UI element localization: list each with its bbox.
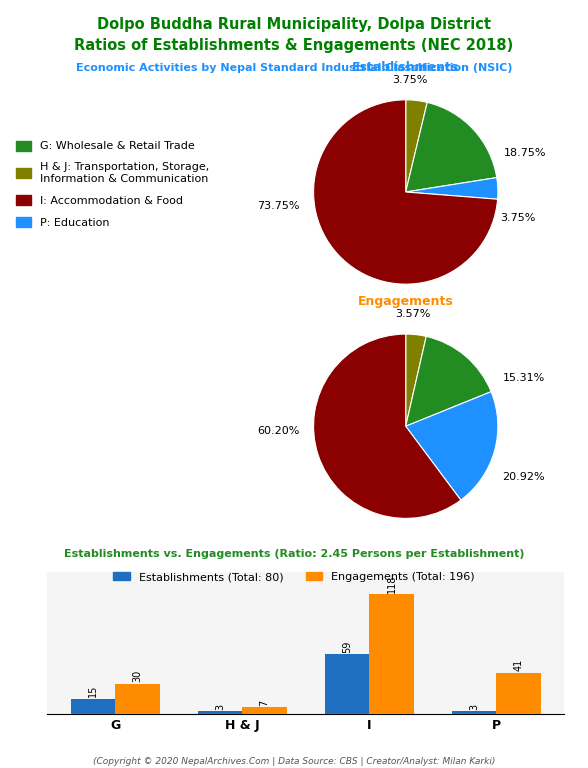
Text: Ratios of Establishments & Engagements (NEC 2018): Ratios of Establishments & Engagements (… <box>74 38 514 54</box>
Wedge shape <box>313 100 497 284</box>
Text: 3.75%: 3.75% <box>393 74 428 84</box>
Text: 118: 118 <box>386 574 396 593</box>
Wedge shape <box>406 102 497 192</box>
Wedge shape <box>313 334 461 518</box>
Wedge shape <box>406 334 426 426</box>
Bar <box>325 654 369 714</box>
Bar <box>71 699 115 714</box>
Text: 7: 7 <box>259 700 269 706</box>
Title: Engagements: Engagements <box>358 296 453 309</box>
Text: Establishments vs. Engagements (Ratio: 2.45 Persons per Establishment): Establishments vs. Engagements (Ratio: 2… <box>64 549 524 559</box>
Wedge shape <box>406 177 498 199</box>
Text: 18.75%: 18.75% <box>505 148 547 158</box>
Legend: G: Wholesale & Retail Trade, H & J: Transportation, Storage,
Information & Commu: G: Wholesale & Retail Trade, H & J: Tran… <box>11 136 214 232</box>
Wedge shape <box>406 336 491 426</box>
Text: Economic Activities by Nepal Standard Industrial Classification (NSIC): Economic Activities by Nepal Standard In… <box>76 63 512 73</box>
Text: 30: 30 <box>132 670 142 682</box>
Text: 20.92%: 20.92% <box>502 472 545 482</box>
Text: 73.75%: 73.75% <box>258 200 300 211</box>
Bar <box>115 684 159 714</box>
Text: 15: 15 <box>88 685 98 697</box>
Wedge shape <box>406 392 498 500</box>
Text: 15.31%: 15.31% <box>503 373 545 383</box>
Title: Establishments: Establishments <box>352 61 459 74</box>
Text: 59: 59 <box>342 641 352 653</box>
Text: 3: 3 <box>215 703 225 710</box>
Bar <box>452 711 496 714</box>
Text: 3: 3 <box>469 703 479 710</box>
Bar <box>242 707 287 714</box>
Text: Dolpo Buddha Rural Municipality, Dolpa District: Dolpo Buddha Rural Municipality, Dolpa D… <box>97 17 491 32</box>
Legend: Establishments (Total: 80), Engagements (Total: 196): Establishments (Total: 80), Engagements … <box>109 568 479 587</box>
Bar <box>198 711 242 714</box>
Text: 60.20%: 60.20% <box>258 425 300 436</box>
Text: (Copyright © 2020 NepalArchives.Com | Data Source: CBS | Creator/Analyst: Milan : (Copyright © 2020 NepalArchives.Com | Da… <box>93 757 495 766</box>
Bar <box>369 594 414 714</box>
Text: 3.57%: 3.57% <box>395 309 431 319</box>
Text: 3.75%: 3.75% <box>500 213 536 223</box>
Bar <box>496 673 541 714</box>
Text: 41: 41 <box>514 659 524 671</box>
Wedge shape <box>406 100 427 192</box>
